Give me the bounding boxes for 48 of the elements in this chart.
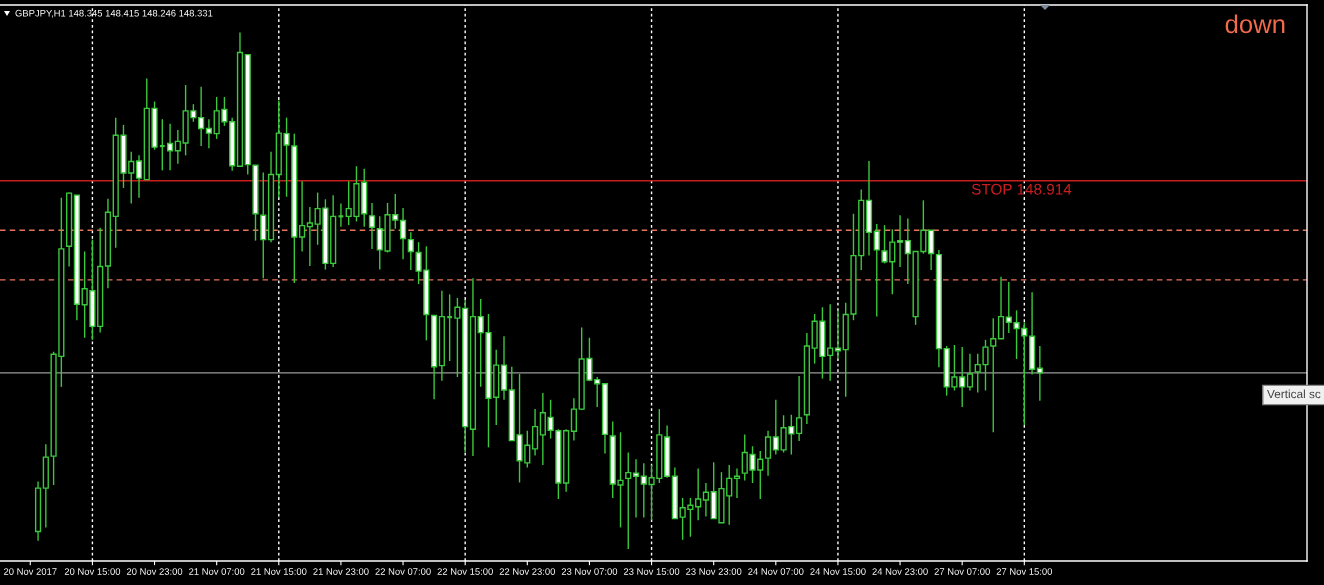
x-tick-label: 24 Nov 15:00 — [810, 568, 866, 575]
x-tick-label: 21 Nov 23:00 — [313, 568, 369, 575]
candlestick — [966, 353, 974, 392]
x-tick-label: 20 Nov 23:00 — [126, 568, 183, 575]
x-tick-label: 21 Nov 07:00 — [189, 568, 245, 575]
x-tick-label: 20 Nov 2017 — [3, 568, 57, 575]
text: down — [1225, 14, 1285, 34]
x-tick-label: 24 Nov 07:00 — [748, 568, 804, 575]
x-tick-label: 23 Nov 15:00 — [623, 568, 680, 575]
x-tick-label: 27 Nov 15:00 — [996, 568, 1053, 575]
candlestick — [625, 451, 632, 550]
candlestick — [764, 430, 772, 477]
x-tick-label: 24 Nov 23:00 — [872, 568, 928, 575]
text: Vertical sc — [1267, 389, 1321, 399]
x-tick-label: 21 Nov 15:00 — [251, 568, 307, 575]
x-tick-label: 23 Nov 07:00 — [561, 568, 618, 575]
x-tick-label: 22 Nov 07:00 — [375, 568, 431, 575]
candlestick — [733, 467, 741, 499]
candlestick — [166, 123, 174, 172]
candlestick — [198, 85, 205, 147]
candlestick — [399, 207, 407, 260]
ref-line-label: STOP 148.914 — [971, 183, 1072, 195]
candlestick — [997, 276, 1005, 340]
candlestick — [407, 231, 414, 271]
candlestick — [928, 229, 935, 271]
candlestick — [306, 206, 313, 267]
candlestick — [446, 293, 454, 362]
candlestick — [539, 392, 546, 466]
chart-title: GBPJPY,H1 148.345 148.415 148.246 148.331 — [15, 9, 213, 18]
x-tick-label: 22 Nov 15:00 — [437, 568, 493, 575]
x-tick-label: 27 Nov 07:00 — [934, 568, 990, 575]
candlestick — [695, 467, 702, 521]
candlestick — [570, 397, 578, 442]
candlestick — [135, 154, 143, 199]
candlestick — [796, 375, 803, 442]
candlestick — [174, 129, 181, 165]
candlestick — [1036, 345, 1043, 402]
candlestick — [205, 118, 213, 149]
candlestick — [702, 482, 710, 518]
x-tick-label: 20 Nov 15:00 — [64, 568, 121, 575]
candlestick — [531, 408, 539, 457]
x-tick-label: 22 Nov 23:00 — [499, 568, 556, 575]
candlestick — [298, 180, 306, 253]
candlestick — [158, 118, 166, 172]
x-tick-label: 23 Nov 23:00 — [686, 568, 742, 575]
candlestick — [632, 458, 640, 519]
candlestick — [368, 202, 376, 250]
candlestick — [896, 214, 904, 268]
